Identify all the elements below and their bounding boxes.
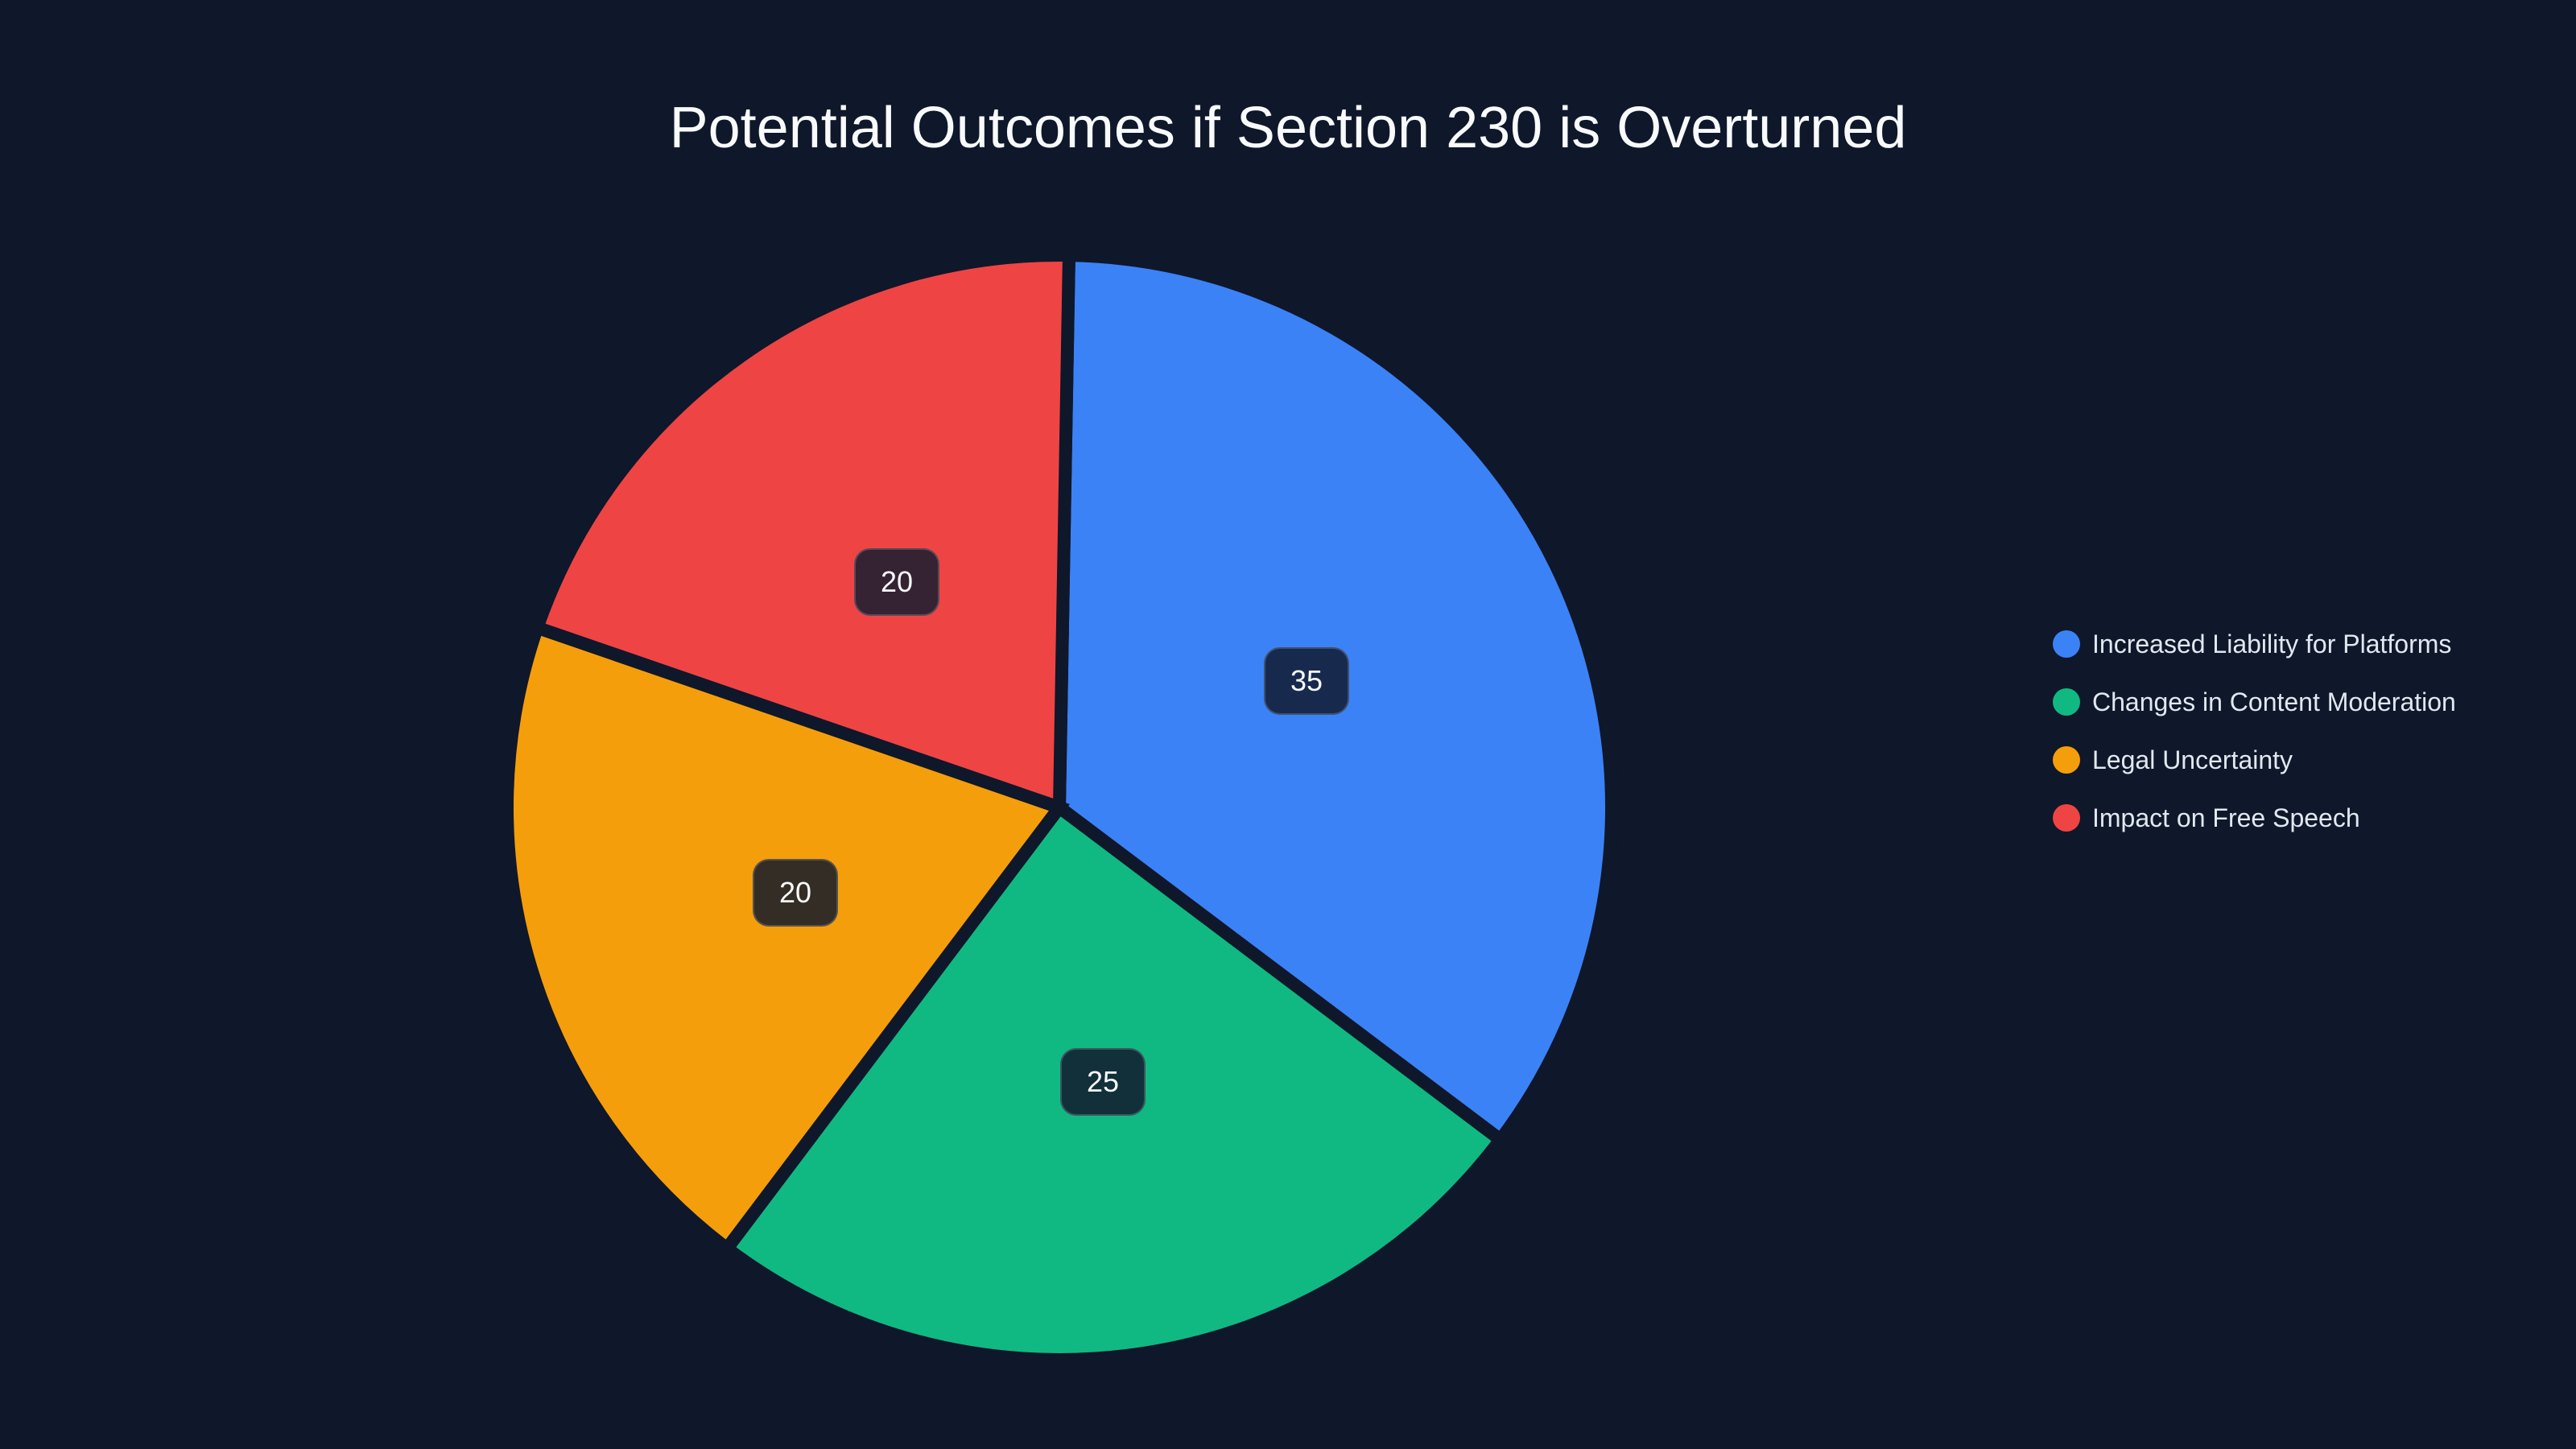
legend-item-legal-uncertainty[interactable]: Legal Uncertainty: [2053, 731, 2456, 789]
legend: Increased Liability for Platforms Change…: [2053, 615, 2456, 847]
legend-dot-icon: [2053, 630, 2080, 658]
slice-label-content-moderation: 25: [1060, 1048, 1146, 1116]
legend-label: Impact on Free Speech: [2092, 803, 2360, 832]
chart-title: Potential Outcomes if Section 230 is Ove…: [669, 96, 1907, 160]
legend-dot-icon: [2053, 804, 2080, 832]
legend-label: Changes in Content Moderation: [2092, 687, 2456, 716]
legend-item-content-moderation[interactable]: Changes in Content Moderation: [2053, 673, 2456, 731]
legend-dot-icon: [2053, 688, 2080, 716]
slice-label-legal-uncertainty: 20: [753, 859, 838, 927]
slice-label-free-speech: 20: [854, 548, 939, 616]
legend-label: Increased Liability for Platforms: [2092, 629, 2452, 658]
legend-item-increased-liability[interactable]: Increased Liability for Platforms: [2053, 615, 2456, 673]
legend-label: Legal Uncertainty: [2092, 745, 2293, 774]
slice-legal-uncertainty[interactable]: [501, 619, 1071, 1258]
slice-label-increased-liability: 35: [1264, 647, 1349, 715]
legend-item-free-speech[interactable]: Impact on Free Speech: [2053, 789, 2456, 847]
legend-dot-icon: [2053, 746, 2080, 774]
slice-free-speech[interactable]: [529, 249, 1076, 817]
